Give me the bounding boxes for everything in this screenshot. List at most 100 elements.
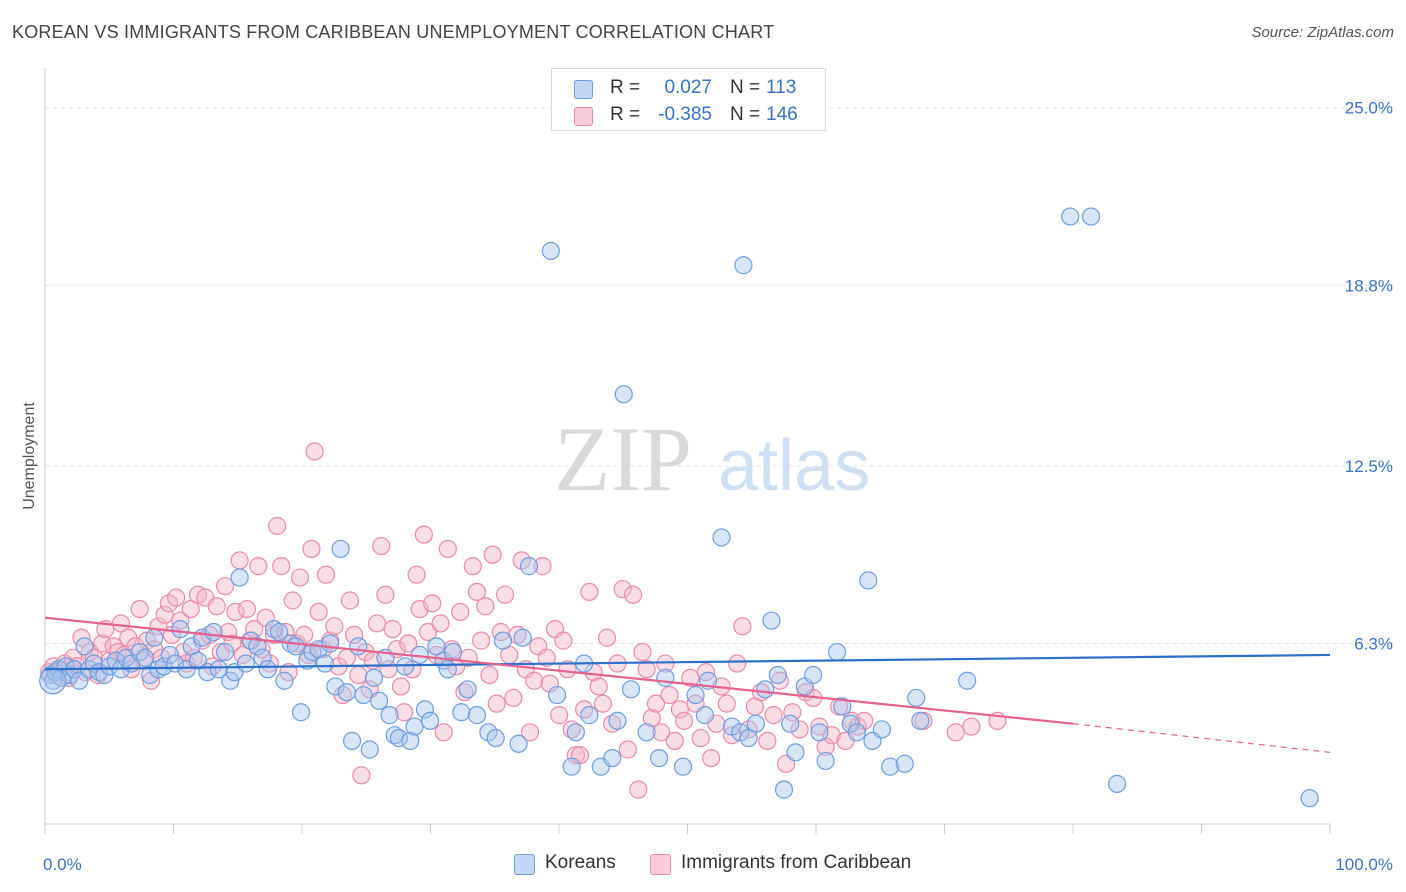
caribbean-point [423, 594, 442, 613]
bottom-legend-koreans-label: Koreans [545, 852, 616, 873]
koreans-point [258, 660, 277, 679]
caribbean-point [279, 663, 298, 682]
koreans-point [872, 720, 891, 739]
caribbean-point [302, 539, 321, 559]
koreans-point [509, 734, 528, 753]
koreans-point [1061, 207, 1080, 226]
caribbean-point [367, 614, 387, 633]
caribbean-point [550, 706, 569, 725]
caribbean-point [618, 740, 637, 759]
koreans-point [513, 628, 532, 647]
koreans-point [774, 780, 794, 799]
koreans-cluster-point [39, 667, 67, 695]
koreans-point [467, 706, 487, 725]
trend-lines [44, 616, 1331, 753]
koreans-point [315, 654, 335, 673]
legend-r-value: -0.385 [658, 104, 712, 125]
koreans-point [421, 711, 440, 730]
caribbean-point [155, 605, 174, 624]
caribbean-point [717, 694, 736, 713]
koreans-point [354, 685, 373, 705]
caribbean-point [665, 731, 684, 751]
caribbean-point [480, 665, 499, 685]
caribbean-point [733, 617, 752, 636]
caribbean-point [391, 677, 411, 696]
legend-n-label: N = [730, 77, 761, 98]
koreans-point [248, 637, 267, 656]
caribbean-point [580, 582, 599, 602]
caribbean-point [167, 588, 186, 607]
watermark-zip: ZIP [554, 408, 692, 510]
koreans-point [364, 668, 384, 687]
caribbean-point [790, 720, 809, 739]
koreans-point [360, 740, 379, 759]
koreans-point [739, 728, 758, 748]
caribbean-point [652, 723, 671, 742]
koreans-point [911, 711, 930, 730]
koreans-point [1107, 774, 1127, 793]
koreans-point [370, 691, 389, 710]
caribbean-point [237, 599, 257, 619]
koreans-point [95, 665, 114, 685]
caribbean-point [589, 677, 608, 696]
koreans-point [298, 651, 317, 670]
caribbean-point [613, 579, 632, 599]
x-tick-label: 0.0% [43, 855, 82, 874]
koreans-point [637, 723, 656, 742]
caribbean-point [399, 634, 418, 653]
caribbean-point [728, 654, 747, 673]
watermark-atlas: atlas [718, 426, 870, 506]
caribbean-point [487, 694, 506, 713]
koreans-point [427, 637, 446, 656]
koreans-point [786, 743, 805, 762]
caribbean-point [268, 516, 287, 536]
caribbean-point [249, 557, 268, 576]
koreans-point [686, 685, 705, 705]
koreans-point [130, 642, 149, 662]
caribbean-point [681, 668, 700, 687]
caribbean-point [533, 557, 552, 576]
caribbean-point [637, 660, 656, 679]
caribbean-point [418, 622, 438, 642]
x-tick-label: 100.0% [1335, 855, 1393, 874]
legend-row-caribbean: R = -0.385 N = 146 [552, 102, 825, 128]
caribbean-point [226, 602, 245, 622]
watermark: ZIP atlas [554, 408, 870, 510]
koreans-point [326, 677, 345, 696]
koreans-point [380, 706, 399, 725]
koreans-point [768, 665, 787, 685]
caribbean-point [349, 665, 368, 685]
koreans-point [895, 754, 914, 773]
koreans-point [547, 685, 567, 705]
caribbean-point [520, 723, 540, 742]
caribbean-point [93, 634, 112, 653]
caribbean-point [130, 599, 149, 619]
koreans-point [275, 671, 294, 690]
caribbean-point [558, 660, 577, 679]
koreans-point [438, 660, 457, 679]
bottom-legend-caribbean-label: Immigrants from Caribbean [681, 852, 912, 873]
koreans-point [236, 654, 255, 673]
y-tick-label: 25.0% [1345, 99, 1393, 118]
caribbean-point [855, 711, 874, 730]
caribbean-point [352, 766, 371, 785]
koreans-point [608, 711, 627, 730]
caribbean-point [325, 617, 344, 636]
caribbean-point [431, 614, 450, 633]
koreans-point [458, 680, 477, 699]
koreans-point [562, 757, 581, 776]
koreans-point [1300, 789, 1319, 808]
caribbean-point [188, 585, 208, 604]
y-tick-label: 18.8% [1345, 276, 1393, 295]
caribbean-point [702, 748, 721, 768]
koreans-point [519, 557, 539, 576]
caribbean-point [434, 723, 453, 742]
koreans-point [221, 671, 240, 690]
koreans-point [614, 385, 633, 404]
caribbean-point [597, 628, 617, 647]
koreans-point [230, 568, 249, 587]
caribbean-point [537, 648, 556, 667]
caribbean-point [593, 694, 612, 713]
koreans-point [673, 757, 693, 776]
koreans-point [337, 683, 356, 702]
